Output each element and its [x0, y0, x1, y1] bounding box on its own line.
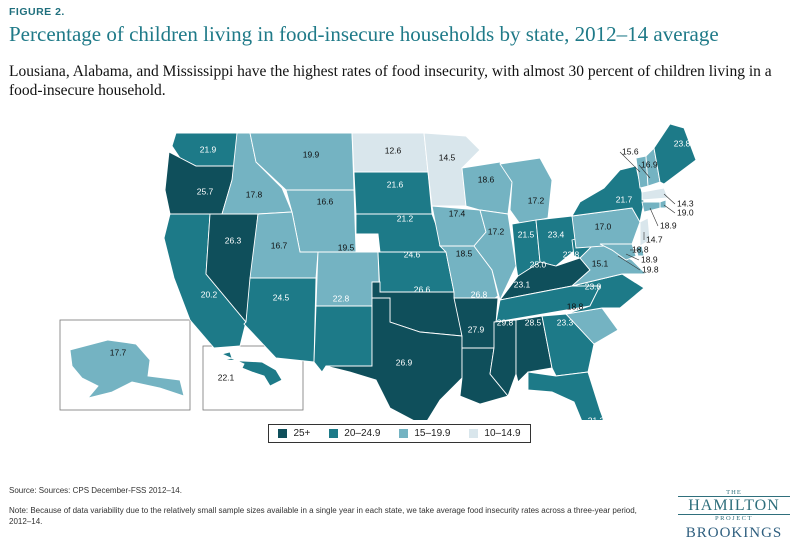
state-value-md: 18.9 — [641, 254, 658, 264]
state-value-ny: 21.7 — [616, 194, 633, 204]
state-value-ia: 17.4 — [449, 208, 466, 218]
state-value-pa: 17.0 — [595, 221, 612, 231]
state-value-az: 24.5 — [273, 292, 290, 302]
state-md — [599, 243, 637, 261]
state-value-ca: 20.2 — [201, 289, 218, 299]
state-value-dc: 19.8 — [642, 264, 659, 274]
state-value-mo: 18.5 — [456, 248, 473, 258]
leader-line-md — [625, 253, 640, 261]
state-hi — [220, 351, 283, 387]
leader-line-dc — [617, 255, 641, 271]
state-value-ks: 24.6 — [404, 249, 421, 259]
state-value-va: 15.1 — [592, 258, 609, 268]
leader-line-nh — [638, 164, 651, 179]
state-value-fl: 21.3 — [588, 415, 605, 420]
state-me — [653, 123, 697, 185]
state-value-me: 23.8 — [674, 138, 691, 148]
state-value-sd: 21.6 — [387, 179, 404, 189]
map-legend: 25+ 20–24.9 15–19.9 10–14.9 — [268, 424, 531, 443]
state-de — [635, 245, 645, 257]
note-text: Note: Because of data variability due to… — [9, 506, 637, 526]
state-fl — [527, 371, 605, 420]
legend-item-25-plus: 25+ — [278, 428, 310, 439]
state-value-al: 28.5 — [525, 317, 542, 327]
state-value-tn: 23.1 — [514, 279, 531, 289]
leader-line-ma — [663, 193, 676, 205]
legend-swatch — [278, 429, 288, 438]
figure-label: FIGURE 2. — [9, 6, 65, 18]
hamilton-brookings-logo: THE HAMILTON PROJECT BROOKINGS — [678, 489, 790, 542]
state-value-in: 21.5 — [518, 229, 535, 239]
source-line: Source: Sources: CPS December-FSS 2012–1… — [9, 486, 182, 495]
state-value-vt: 15.6 — [622, 146, 639, 156]
chart-subtitle: Lousiana, Alabama, and Mississippi have … — [9, 63, 772, 99]
legend-item-10-14: 10–14.9 — [469, 428, 521, 439]
state-value-ne: 21.2 — [397, 213, 414, 223]
logo-brookings: BROOKINGS — [685, 525, 783, 541]
state-value-nd: 12.6 — [385, 145, 402, 155]
state-value-wy: 16.6 — [317, 196, 334, 206]
logo-project: PROJECT — [715, 515, 753, 522]
state-oh — [535, 215, 581, 267]
state-value-wi: 18.6 — [478, 174, 495, 184]
state-nc — [565, 273, 645, 315]
state-value-sc: 18.8 — [567, 301, 584, 311]
state-value-tx: 26.9 — [396, 357, 413, 367]
legend-item-20-24: 20–24.9 — [329, 428, 380, 439]
state-value-nc: 23.0 — [585, 281, 602, 291]
state-value-il: 17.2 — [488, 226, 505, 236]
state-value-nv: 26.3 — [225, 235, 242, 245]
state-value-wa: 21.9 — [200, 144, 217, 154]
state-value-ut: 16.7 — [271, 240, 288, 250]
leader-line-vt — [619, 151, 641, 173]
state-value-nm: 22.8 — [333, 293, 350, 303]
state-value-ak: 17.7 — [110, 347, 127, 357]
state-ct — [641, 201, 661, 213]
state-value-wv: 22.8 — [563, 249, 580, 259]
state-ak — [69, 339, 185, 399]
state-value-hi: 22.1 — [218, 372, 235, 382]
legend-label: 10–14.9 — [484, 428, 521, 439]
state-value-oh: 23.4 — [548, 229, 565, 239]
chart-title: Percentage of children living in food-in… — [9, 22, 719, 46]
state-value-or: 25.7 — [197, 186, 214, 196]
legend-swatch — [329, 429, 339, 438]
state-value-co: 19.5 — [338, 242, 355, 252]
state-value-ar: 26.8 — [471, 289, 488, 299]
state-value-ri: 19.0 — [677, 207, 694, 217]
logo-the: THE — [726, 489, 742, 496]
alaska-inset-frame — [59, 319, 191, 411]
legend-label: 20–24.9 — [344, 428, 381, 439]
state-value-mt: 19.9 — [303, 149, 320, 159]
state-value-nh: 16.9 — [641, 159, 658, 169]
state-ri — [659, 199, 667, 209]
state-value-ct: 18.9 — [660, 220, 677, 230]
hawaii-inset-frame — [202, 345, 304, 411]
logo-hamilton: HAMILTON — [678, 496, 790, 515]
state-az — [243, 277, 317, 363]
state-value-de: 18.8 — [632, 244, 649, 254]
state-value-ma: 14.3 — [677, 198, 694, 208]
legend-label: 25+ — [293, 428, 311, 439]
state-value-la: 27.9 — [468, 324, 485, 334]
state-value-mn: 14.5 — [439, 152, 456, 162]
legend-swatch — [469, 429, 479, 438]
state-value-id: 17.8 — [246, 189, 263, 199]
leader-line-ct — [649, 207, 659, 227]
legend-swatch — [399, 429, 409, 438]
state-nm — [313, 305, 373, 373]
state-il — [473, 209, 517, 302]
legend-item-15-19: 15–19.9 — [399, 428, 451, 439]
state-value-mi: 17.2 — [528, 195, 545, 205]
state-value-ky: 25.0 — [530, 259, 547, 269]
legend-label: 15–19.9 — [414, 428, 451, 439]
leader-line-ri — [663, 204, 676, 214]
state-value-ok: 26.6 — [414, 284, 431, 294]
state-tx — [325, 297, 463, 420]
state-nj — [639, 217, 651, 247]
us-state-map: 21.9 25.7 20.2 26.3 17.8 19.9 16.6 16.7 19.5 24.5… — [59, 123, 697, 420]
state-value-ms: 29.8 — [497, 317, 514, 327]
state-value-ga: 23.3 — [557, 317, 574, 327]
state-value-nj: 14.7 — [646, 234, 663, 244]
